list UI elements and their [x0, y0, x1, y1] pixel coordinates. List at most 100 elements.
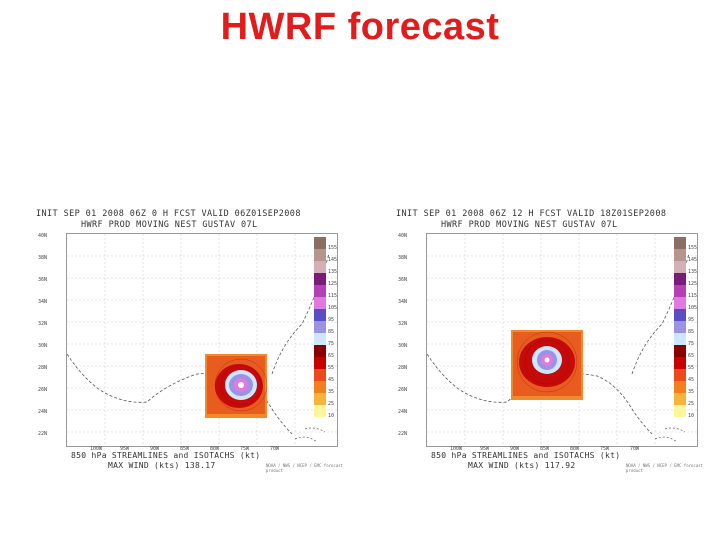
colorbar-label: 135 [328, 269, 338, 275]
lat-tick: 32N [38, 321, 48, 327]
colorbar-swatch [674, 357, 686, 369]
colorbar-swatch [674, 249, 686, 261]
colorbar-label: 75 [688, 341, 695, 347]
colorbar-label: 155 [688, 245, 698, 251]
colorbar-label: 125 [688, 281, 698, 287]
colorbar-label: 95 [688, 317, 695, 323]
colorbar-swatch [674, 285, 686, 297]
lat-tick: 30N [38, 343, 48, 349]
colorbar-label: 115 [688, 293, 698, 299]
panel-max-wind: MAX WIND (kts) 117.92 [468, 461, 576, 470]
colorbar-swatch [314, 333, 326, 345]
colorbar-swatch [674, 345, 686, 357]
forecast-panel-0h: INIT SEP 01 2008 06Z 0 H FCST VALID 06Z0… [36, 205, 346, 475]
forecast-map [426, 233, 698, 447]
colorbar-swatch [314, 345, 326, 357]
lat-tick: 28N [38, 365, 48, 371]
lat-tick: 28N [398, 365, 408, 371]
colorbar-swatch [314, 237, 326, 249]
colorbar-label: 10 [328, 413, 335, 419]
map-graphic [427, 234, 697, 446]
colorbar-swatch [674, 321, 686, 333]
panel-header-line1: INIT SEP 01 2008 06Z 0 H FCST VALID 06Z0… [36, 209, 301, 219]
lon-tick: 85W [180, 446, 190, 452]
forecast-map [66, 233, 338, 447]
lon-tick: 70W [630, 446, 640, 452]
forecast-panel-12h: INIT SEP 01 2008 06Z 12 H FCST VALID 18Z… [396, 205, 706, 475]
lon-tick: 100W [90, 446, 103, 452]
panel-credit: NOAA / NWS / NCEP / EMC forecast product [266, 463, 344, 473]
map-graphic [67, 234, 337, 446]
panel-header-line1: INIT SEP 01 2008 06Z 12 H FCST VALID 18Z… [396, 209, 667, 219]
lon-tick: 75W [600, 446, 610, 452]
lon-tick: 70W [270, 446, 280, 452]
colorbar-swatch [314, 261, 326, 273]
lat-tick: 26N [38, 387, 48, 393]
colorbar-label: 145 [688, 257, 698, 263]
slide-title: HWRF forecast [220, 6, 500, 48]
colorbar-label: 25 [688, 401, 695, 407]
lon-tick: 80W [210, 446, 220, 452]
colorbar-label: 35 [688, 389, 695, 395]
colorbar-label: 55 [328, 365, 335, 371]
lat-tick: 40N [38, 233, 48, 239]
colorbar-label: 145 [328, 257, 338, 263]
lat-tick: 30N [398, 343, 408, 349]
colorbar-swatch [674, 369, 686, 381]
colorbar-label: 75 [328, 341, 335, 347]
wind-speed-colorbar: 155 145 135 125 115 105 95 85 75 65 55 4… [674, 237, 697, 419]
colorbar-swatch [674, 381, 686, 393]
panel-credit: NOAA / NWS / NCEP / EMC forecast product [626, 463, 704, 473]
panel-footer-line1: 850 hPa STREAMLINES and ISOTACHS (kt) [431, 451, 621, 460]
lon-tick: 80W [570, 446, 580, 452]
lat-tick: 22N [398, 431, 408, 437]
lon-tick: 90W [510, 446, 520, 452]
colorbar-swatch [314, 369, 326, 381]
lat-tick: 38N [38, 255, 48, 261]
lat-tick: 36N [38, 277, 48, 283]
colorbar-label: 135 [688, 269, 698, 275]
lon-tick: 90W [150, 446, 160, 452]
colorbar-label: 45 [688, 377, 695, 383]
colorbar-swatch [314, 297, 326, 309]
lon-tick: 85W [540, 446, 550, 452]
colorbar-swatch [674, 333, 686, 345]
colorbar-swatch [314, 285, 326, 297]
colorbar-label: 125 [328, 281, 338, 287]
colorbar-swatch [674, 261, 686, 273]
colorbar-swatch [674, 405, 686, 417]
colorbar-swatch [674, 393, 686, 405]
lat-tick: 38N [398, 255, 408, 261]
lat-tick: 24N [398, 409, 408, 415]
wind-speed-colorbar: 155 145 135 125 115 105 95 85 75 65 55 4… [314, 237, 337, 419]
colorbar-swatch [314, 381, 326, 393]
colorbar-label: 155 [328, 245, 338, 251]
colorbar-swatch [674, 309, 686, 321]
lat-tick: 22N [38, 431, 48, 437]
colorbar-swatch [314, 273, 326, 285]
colorbar-label: 85 [688, 329, 695, 335]
colorbar-label: 25 [328, 401, 335, 407]
colorbar-label: 45 [328, 377, 335, 383]
colorbar-swatch [674, 273, 686, 285]
lat-tick: 40N [398, 233, 408, 239]
colorbar-label: 85 [328, 329, 335, 335]
colorbar-swatch [314, 405, 326, 417]
colorbar-swatch [674, 297, 686, 309]
lat-tick: 32N [398, 321, 408, 327]
colorbar-label: 105 [328, 305, 338, 311]
lat-tick: 34N [38, 299, 48, 305]
lon-tick: 95W [480, 446, 490, 452]
lon-tick: 100W [450, 446, 463, 452]
lat-tick: 24N [38, 409, 48, 415]
lon-tick: 75W [240, 446, 250, 452]
panel-footer-line1: 850 hPa STREAMLINES and ISOTACHS (kt) [71, 451, 261, 460]
colorbar-swatch [314, 357, 326, 369]
colorbar-label: 115 [328, 293, 338, 299]
colorbar-label: 10 [688, 413, 695, 419]
colorbar-swatch [314, 321, 326, 333]
lat-tick: 26N [398, 387, 408, 393]
lon-tick: 95W [120, 446, 130, 452]
panel-header-line2: HWRF PROD MOVING NEST GUSTAV 07L [81, 220, 258, 230]
colorbar-swatch [674, 237, 686, 249]
